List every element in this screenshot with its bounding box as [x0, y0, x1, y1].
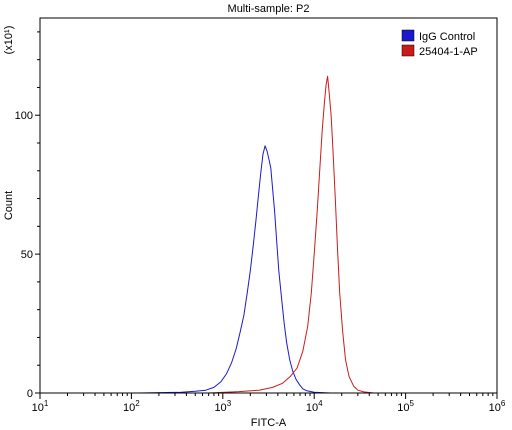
series-line-igg-control	[138, 145, 331, 394]
x-tick-label: 104	[306, 399, 323, 414]
legend-swatch	[401, 29, 415, 42]
legend-label: 25404-1-AP	[419, 46, 478, 58]
y-axis-label: Count	[3, 191, 15, 220]
y-tick-label: 100	[15, 110, 33, 122]
y-tick-label: 50	[21, 249, 33, 261]
x-tick-label: 102	[123, 399, 140, 414]
legend-label: IgG Control	[419, 31, 475, 43]
x-axis-label: FITC-A	[251, 417, 287, 429]
x-tick-label: 103	[214, 399, 231, 414]
legend-swatch	[401, 44, 415, 57]
plot-frame	[39, 17, 498, 394]
x-tick-label: 101	[32, 399, 49, 414]
x-tick-label: 106	[489, 399, 506, 414]
series-line-antibody	[208, 75, 374, 394]
chart-title: Multi-sample: P2	[228, 3, 310, 15]
x-tick-label: 105	[397, 399, 414, 414]
y-multiplier-label: (x10¹)	[3, 26, 15, 55]
y-tick-label: 0	[27, 388, 33, 400]
